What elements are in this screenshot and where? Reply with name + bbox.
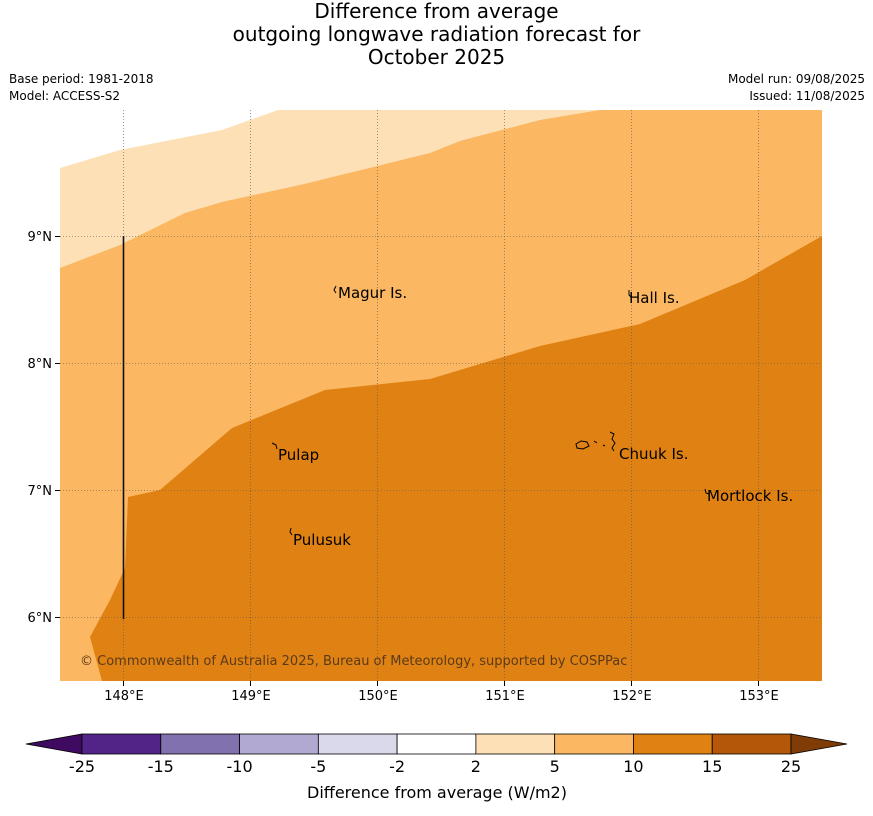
colorbar-label: Difference from average (W/m2) xyxy=(307,783,567,802)
map-area[interactable]: © Commonwealth of Australia 2025, Bureau… xyxy=(60,110,822,681)
colorbar-tick-label: -10 xyxy=(226,757,252,776)
meta-right: Model run: 09/08/2025 Issued: 11/08/2025 xyxy=(728,71,865,105)
island-magur xyxy=(333,285,337,294)
title-line-3: October 2025 xyxy=(367,45,506,69)
place-label: Magur Is. xyxy=(338,284,407,302)
lat-tick-label: 7°N xyxy=(28,484,53,499)
colorbar-extend-high xyxy=(790,733,848,755)
title-line-2: outgoing longwave radiation forecast for xyxy=(232,22,641,46)
lon-tick-label: 148°E xyxy=(104,689,144,704)
place-label: Mortlock Is. xyxy=(707,487,793,505)
colorbar-swatch xyxy=(160,733,240,755)
island-mortlock xyxy=(704,488,710,495)
colorbar-swatch xyxy=(475,733,556,755)
colorbar-swatch xyxy=(81,733,162,755)
lon-axis: 148°E 149°E 150°E 151°E 152°E 153°E xyxy=(104,681,779,704)
place-labels: Magur Is. Hall Is. Pulap Chuuk Is. Mortl… xyxy=(278,284,793,549)
colorbar-tick-label: 15 xyxy=(702,757,722,776)
colorbar-tick-label: -25 xyxy=(69,757,95,776)
island-pulap xyxy=(271,442,278,450)
model-run: Model run: 09/08/2025 xyxy=(727,72,865,86)
lon-tick-label: 152°E xyxy=(612,689,652,704)
model-name: Model: ACCESS-S2 xyxy=(9,89,121,103)
island-chuuk-lagoon xyxy=(575,431,616,452)
colorbar-tick-label: 5 xyxy=(550,757,560,776)
colorbar-tick-label: 25 xyxy=(781,757,801,776)
lat-tick-label: 6°N xyxy=(28,611,53,626)
lon-tick-label: 149°E xyxy=(231,689,271,704)
colorbar-tick-label: -15 xyxy=(148,757,174,776)
lon-tick-label: 150°E xyxy=(358,689,398,704)
meta-left: Base period: 1981-2018 Model: ACCESS-S2 xyxy=(9,71,154,105)
colorbar-tick-label: 10 xyxy=(623,757,643,776)
colorbar-tick-label: 2 xyxy=(471,757,481,776)
copyright-notice: © Commonwealth of Australia 2025, Bureau… xyxy=(80,654,627,669)
colorbar-swatch xyxy=(554,733,634,755)
place-label: Pulap xyxy=(278,446,319,464)
island-hall xyxy=(628,290,632,298)
colorbar-swatch xyxy=(633,733,713,755)
lat-tick-label: 9°N xyxy=(28,230,53,245)
colorbar-tick-label: -2 xyxy=(389,757,405,776)
island-pulusuk xyxy=(289,527,293,536)
place-label: Chuuk Is. xyxy=(619,445,688,463)
map-title: Difference from average outgoing longwav… xyxy=(0,0,873,69)
lon-tick-label: 151°E xyxy=(485,689,525,704)
lon-tick-label: 153°E xyxy=(739,689,779,704)
colorbar-swatch xyxy=(711,733,792,755)
lat-axis: 9°N 8°N 7°N 6°N xyxy=(28,230,60,626)
title-line-1: Difference from average xyxy=(314,0,559,23)
colorbar-tick-label: -5 xyxy=(310,757,326,776)
issued-date: Issued: 11/08/2025 xyxy=(749,89,865,103)
place-label: Pulusuk xyxy=(293,531,351,549)
colorbar-swatch xyxy=(239,733,319,755)
colorbar: -25 -15 -10 -5 -2 2 5 10 15 25 xyxy=(25,733,848,776)
place-label: Hall Is. xyxy=(629,289,680,307)
lat-tick-label: 8°N xyxy=(28,357,53,372)
colorbar-extend-low xyxy=(25,733,83,755)
colorbar-swatch xyxy=(317,733,398,755)
anomaly-region-10-15 xyxy=(90,236,822,681)
colorbar-swatch xyxy=(396,733,477,755)
base-period: Base period: 1981-2018 xyxy=(9,72,154,86)
island-markers xyxy=(271,285,710,536)
